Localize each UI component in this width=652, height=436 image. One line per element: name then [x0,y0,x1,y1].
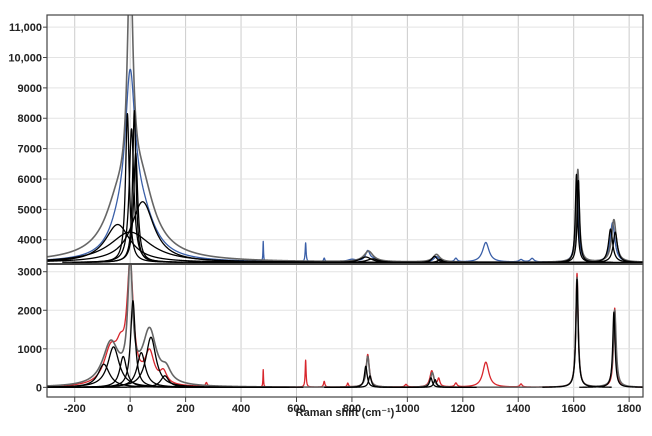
x-tick-label: 1800 [617,403,641,415]
x-tick-label: 1000 [395,403,419,415]
component-band-line [393,379,478,388]
tick-layer: -200 0 200 400 600 800 1000 1200 1400 1600 1800 400… [8,22,641,415]
x-tick-label: 600 [287,403,305,415]
y-tick-label: 11,000 [9,22,42,34]
y-tick-label: 9000 [18,83,42,95]
y-tick-label: 0 [36,382,42,394]
y-tick-label: 7000 [18,144,42,156]
x-tick-label: 200 [176,403,194,415]
component-band-line [47,375,291,388]
plot-frame [46,14,644,398]
x-axis-title: Raman shift (cm⁻¹) [296,407,395,419]
x-tick-label: -200 [64,403,86,415]
y-tick-label: 4000 [18,235,42,247]
x-tick-label: 400 [232,403,250,415]
upper-panel-traces [47,15,643,264]
component-band-line [370,258,510,264]
x-tick-label: 1200 [451,403,475,415]
x-tick-label: 800 [343,403,361,415]
x-tick-label: 1600 [561,403,585,415]
y-tick-label: 2000 [18,305,42,317]
y-tick-label: 1000 [18,344,42,356]
x-tick-label: 1400 [506,403,530,415]
component-band-line [578,311,643,388]
component-band-line [552,231,643,264]
y-tick-label: 3000 [18,267,42,279]
y-tick-label: 6000 [18,174,42,186]
lower-panel-traces [47,264,643,389]
series-layer [47,15,643,389]
y-tick-label: 5000 [18,204,42,216]
y-tick-label: 10,000 [8,53,42,65]
component-band-line [72,152,199,263]
x-tick-label: 0 [127,403,133,415]
y-tick-label: 8000 [18,113,42,125]
